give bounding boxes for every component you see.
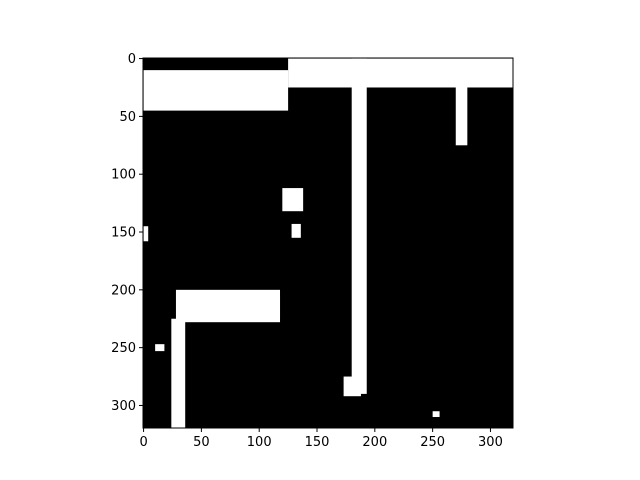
x-tick-label: 150 [305, 435, 330, 450]
image-region-sign-triangle [207, 295, 281, 319]
image-region-left-edge-mark [143, 226, 149, 242]
image-region-small-dot-2 [432, 411, 440, 418]
image-region-blob-2 [291, 223, 301, 238]
x-tick-label: 100 [247, 435, 272, 450]
image-region-left-post [171, 318, 186, 429]
y-tick-label: 50 [119, 110, 136, 125]
x-tick-label: 250 [420, 435, 445, 450]
image-region-top-left-band [143, 70, 289, 111]
y-tick-label: 200 [111, 283, 136, 298]
axes-frame [142, 57, 514, 429]
y-tick-label: 0 [128, 52, 136, 67]
image-region-small-dot-1 [155, 344, 165, 352]
image-region-top-strip [288, 58, 514, 88]
plot-area [142, 57, 514, 429]
y-axis: 0 50 100 150 200 250 300 [111, 52, 143, 414]
image-region-right-pole [455, 70, 468, 146]
image-region-tall-pole [351, 58, 367, 394]
x-axis: 0 50 100 150 200 250 300 [139, 428, 503, 450]
y-tick-label: 150 [111, 226, 136, 241]
y-tick-label: 100 [111, 168, 136, 183]
image-background [143, 58, 513, 428]
x-tick-label: 50 [193, 435, 210, 450]
image-regions [143, 58, 514, 429]
x-tick-label: 0 [139, 435, 147, 450]
x-tick-label: 300 [478, 435, 503, 450]
y-tick-label: 250 [111, 341, 136, 356]
x-tick-label: 200 [362, 435, 387, 450]
image-region-blob-1 [282, 188, 304, 212]
y-tick-label: 300 [111, 399, 136, 414]
image-region-pole-base [343, 376, 361, 397]
